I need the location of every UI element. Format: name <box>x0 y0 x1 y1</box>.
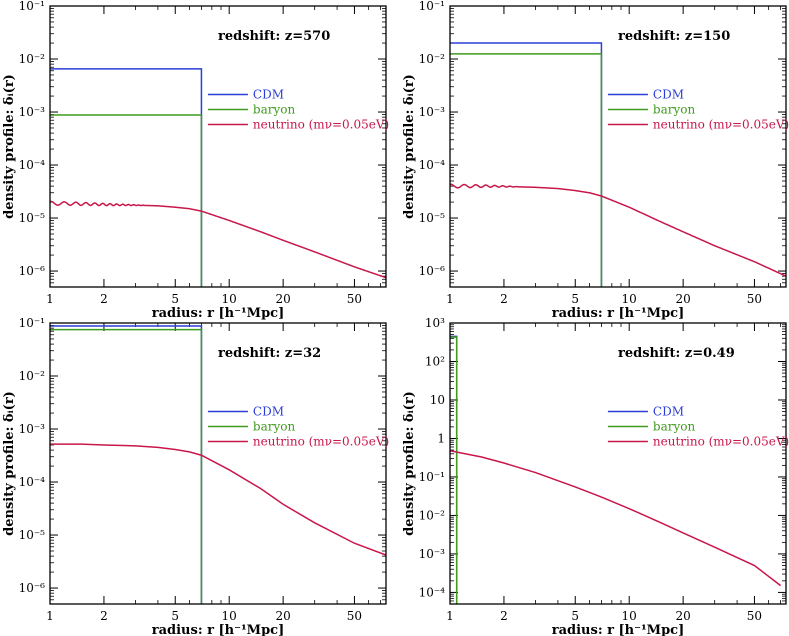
baryon-line <box>50 328 203 604</box>
x-tick-label: 2 <box>500 609 508 623</box>
y-tick-label: 10⁻³ <box>419 547 446 561</box>
x-tick-label: 1 <box>446 609 454 623</box>
panel-title: redshift: z=570 <box>218 29 330 44</box>
x-tick-label: 1 <box>446 292 454 306</box>
panel-z150: 1 2 5 10 20 50 10⁻⁶ 10⁻⁵ 10⁻⁴ 10⁻³ 10⁻² 10⁻¹ redshi… <box>402 0 789 321</box>
neutrino-line <box>449 183 787 277</box>
y-tick-label: 10³ <box>425 316 445 330</box>
legend-label-baryon: baryon <box>253 103 296 117</box>
y-tick-label: 10⁻⁵ <box>419 211 446 225</box>
x-tick-label: 10 <box>622 292 637 306</box>
y-tick-label: 10⁻² <box>19 52 46 66</box>
y-tick-label: 10⁻¹ <box>419 470 445 484</box>
panel-title: redshift: z=0.49 <box>618 346 735 361</box>
x-tick-label: 2 <box>100 609 108 623</box>
x-tick-label: 2 <box>500 292 508 306</box>
panel-title: redshift: z=150 <box>618 29 730 44</box>
x-tick-label: 10 <box>622 609 637 623</box>
plot-frame <box>49 5 387 288</box>
x-axis-label: radius: r [h⁻¹Mpc] <box>152 306 284 321</box>
neutrino-line <box>50 443 387 556</box>
x-tick-label: 50 <box>347 609 362 623</box>
x-tick-label: 2 <box>100 292 108 306</box>
y-tick-label: 10⁻⁴ <box>419 585 446 599</box>
y-tick-label: 10⁻³ <box>19 422 46 436</box>
cdm-line <box>50 68 203 287</box>
y-tick-label: 10⁻⁴ <box>419 158 446 172</box>
x-tick-label: 1 <box>46 609 54 623</box>
baryon-line <box>450 336 458 604</box>
legend-label-baryon: baryon <box>653 103 696 117</box>
y-tick-label: 10⁻⁶ <box>19 264 46 278</box>
y-tick-label: 10⁻¹ <box>19 316 45 330</box>
x-tick-label: 20 <box>675 292 690 306</box>
x-tick-label: 50 <box>747 609 762 623</box>
y-tick-label: 10⁻⁴ <box>19 475 46 489</box>
y-tick-label: 10⁻² <box>19 369 46 383</box>
neutrino-line <box>49 200 387 279</box>
x-tick-label: 20 <box>675 609 690 623</box>
y-tick-label: 10⁻⁶ <box>19 581 46 595</box>
y-tick-label: 10⁻⁴ <box>19 158 46 172</box>
x-axis-label: radius: r [h⁻¹Mpc] <box>552 306 684 321</box>
y-axis-label: density profile: δᵢ(r) <box>402 391 417 536</box>
x-axis-label: radius: r [h⁻¹Mpc] <box>152 623 284 636</box>
panel-z049: 1 2 5 10 20 50 10⁻⁴ 10⁻³ 10⁻² 10⁻¹ 1 10 10² 10³ redsh… <box>402 316 789 636</box>
legend-label-neutrino: neutrino (mν=0.05eV) <box>653 118 789 132</box>
legend-label-neutrino: neutrino (mν=0.05eV) <box>253 435 389 449</box>
x-tick-label: 50 <box>747 292 762 306</box>
x-tick-label: 10 <box>222 609 237 623</box>
y-axis-label: density profile: δᵢ(r) <box>402 74 417 219</box>
x-tick-label: 5 <box>571 292 579 306</box>
panel-z570: 1 2 5 10 20 50 10⁻⁶ 10⁻⁵ 10⁻⁴ 10⁻³ 10⁻² 10⁻¹ redshi… <box>2 0 389 321</box>
x-tick-label: 5 <box>571 609 579 623</box>
plot-frame <box>49 322 387 605</box>
legend-label-cdm: CDM <box>653 405 684 419</box>
x-tick-label: 10 <box>222 292 237 306</box>
y-axis-label: density profile: δᵢ(r) <box>2 74 17 219</box>
legend-label-cdm: CDM <box>253 88 284 102</box>
legend-label-cdm: CDM <box>253 405 284 419</box>
x-tick-label: 50 <box>347 292 362 306</box>
legend-label-baryon: baryon <box>653 420 696 434</box>
y-tick-label: 10⁻⁵ <box>19 528 46 542</box>
legend-label-neutrino: neutrino (mν=0.05eV) <box>253 118 389 132</box>
cdm-line <box>50 325 203 604</box>
neutrino-line <box>449 449 782 587</box>
legend-label-neutrino: neutrino (mν=0.05eV) <box>653 435 789 449</box>
x-tick-label: 5 <box>171 292 179 306</box>
y-tick-label: 10⁻⁶ <box>419 264 446 278</box>
y-tick-label: 10 <box>430 393 445 407</box>
y-tick-label: 10⁻⁵ <box>19 211 46 225</box>
x-tick-label: 5 <box>171 609 179 623</box>
y-tick-label: 10² <box>425 354 445 368</box>
y-tick-label: 10⁻² <box>419 52 446 66</box>
y-tick-label: 10⁻¹ <box>19 0 45 13</box>
y-tick-label: 10⁻² <box>419 508 446 522</box>
x-axis-label: radius: r [h⁻¹Mpc] <box>552 623 684 636</box>
y-tick-label: 1 <box>437 431 445 445</box>
plot-frame <box>449 5 787 288</box>
x-tick-label: 1 <box>46 292 54 306</box>
plot-frame <box>449 322 787 605</box>
cdm-line <box>450 42 603 287</box>
legend-label-baryon: baryon <box>253 420 296 434</box>
baryon-line <box>450 53 603 287</box>
panel-title: redshift: z=32 <box>218 346 321 361</box>
x-tick-label: 20 <box>275 609 290 623</box>
y-tick-label: 10⁻¹ <box>419 0 445 13</box>
y-tick-label: 10⁻³ <box>419 105 446 119</box>
y-axis-label: density profile: δᵢ(r) <box>2 391 17 536</box>
x-tick-label: 20 <box>275 292 290 306</box>
legend-label-cdm: CDM <box>653 88 684 102</box>
baryon-line <box>50 114 203 287</box>
panel-z32: 1 2 5 10 20 50 10⁻⁶ 10⁻⁵ 10⁻⁴ 10⁻³ 10⁻² 10⁻¹ redshi… <box>2 316 389 636</box>
y-tick-label: 10⁻³ <box>19 105 46 119</box>
